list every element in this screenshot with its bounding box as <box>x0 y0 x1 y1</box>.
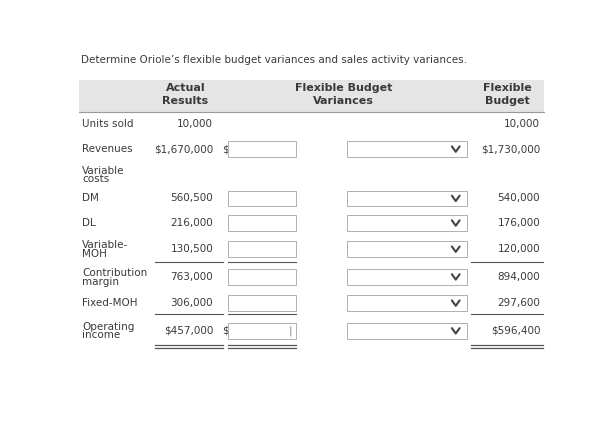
Text: DL: DL <box>82 218 96 228</box>
Text: 176,000: 176,000 <box>497 218 541 228</box>
Bar <box>347 269 466 285</box>
Text: 297,600: 297,600 <box>497 298 541 308</box>
Text: Operating: Operating <box>82 322 134 332</box>
Text: $596,400: $596,400 <box>491 326 541 336</box>
Bar <box>347 191 466 206</box>
Bar <box>228 215 296 231</box>
Text: Revenues: Revenues <box>82 144 133 154</box>
Bar <box>347 141 466 157</box>
Text: 306,000: 306,000 <box>171 298 213 308</box>
Bar <box>347 215 466 231</box>
Bar <box>347 323 466 339</box>
Text: Flexible Budget
Variances: Flexible Budget Variances <box>295 83 392 106</box>
Text: $1,730,000: $1,730,000 <box>481 144 541 154</box>
Bar <box>79 80 544 112</box>
Text: 560,500: 560,500 <box>170 194 213 204</box>
Text: Units sold: Units sold <box>82 118 134 129</box>
Bar <box>228 141 296 157</box>
Text: Determine Oriole’s flexible budget variances and sales activity variances.: Determine Oriole’s flexible budget varia… <box>81 55 467 65</box>
Text: Variable-: Variable- <box>82 240 128 250</box>
Bar <box>228 191 296 206</box>
Text: $457,000: $457,000 <box>164 326 213 336</box>
Text: Fixed-MOH: Fixed-MOH <box>82 298 137 308</box>
Text: $: $ <box>222 144 229 154</box>
Bar <box>228 241 296 257</box>
Bar <box>228 323 296 339</box>
Text: 10,000: 10,000 <box>504 118 541 129</box>
Text: 10,000: 10,000 <box>177 118 213 129</box>
Text: 216,000: 216,000 <box>170 218 213 228</box>
Bar <box>347 296 466 311</box>
Text: 120,000: 120,000 <box>497 244 541 254</box>
Text: 540,000: 540,000 <box>497 194 541 204</box>
Text: 894,000: 894,000 <box>497 272 541 282</box>
Text: costs: costs <box>82 174 109 184</box>
Bar <box>228 269 296 285</box>
Text: Variable: Variable <box>82 166 125 176</box>
Bar <box>347 241 466 257</box>
Text: Actual
Results: Actual Results <box>162 83 209 106</box>
Text: Flexible
Budget: Flexible Budget <box>483 83 531 106</box>
Text: |: | <box>288 326 292 336</box>
Text: $1,670,000: $1,670,000 <box>154 144 213 154</box>
Text: MOH: MOH <box>82 249 107 259</box>
Text: DM: DM <box>82 194 99 204</box>
Text: income: income <box>82 330 120 340</box>
Text: $: $ <box>222 326 229 336</box>
Text: 130,500: 130,500 <box>170 244 213 254</box>
Bar <box>228 296 296 311</box>
Text: 763,000: 763,000 <box>170 272 213 282</box>
Text: Contribution: Contribution <box>82 268 148 278</box>
Text: margin: margin <box>82 276 119 286</box>
